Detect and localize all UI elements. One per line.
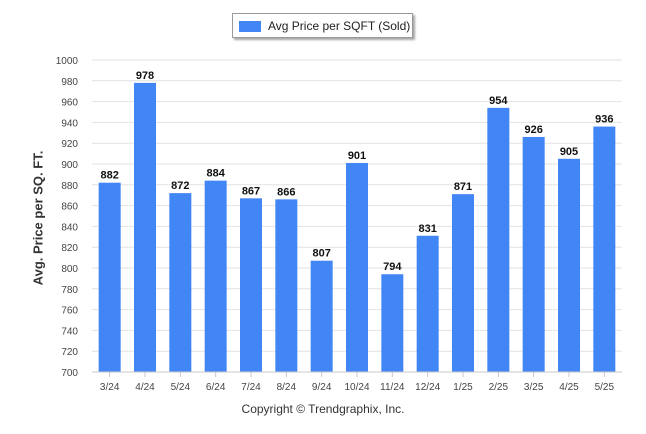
data-label: 882	[100, 170, 118, 182]
bar[interactable]	[275, 199, 298, 372]
y-tick-label: 840	[61, 222, 78, 233]
y-tick-label: 920	[61, 139, 78, 150]
x-tick-label: 10/24	[344, 382, 369, 393]
bar[interactable]	[204, 180, 227, 372]
x-tick-label: 12/24	[415, 382, 440, 393]
x-tick-label: 4/24	[135, 382, 155, 393]
x-tick-label: 5/25	[595, 382, 615, 393]
bar[interactable]	[416, 235, 439, 372]
data-label: 978	[136, 70, 154, 82]
bar[interactable]	[240, 198, 262, 372]
x-tick-label: 9/24	[312, 382, 332, 393]
data-label: 807	[312, 248, 330, 260]
data-label: 954	[489, 95, 508, 107]
data-label: 884	[206, 168, 225, 180]
bar[interactable]	[522, 136, 545, 372]
data-label: 867	[242, 185, 260, 197]
y-tick-label: 1000	[56, 56, 79, 67]
x-tick-label: 3/25	[524, 382, 544, 393]
data-label: 831	[418, 223, 436, 235]
y-axis-ticks: 700 720 740 760 780 800 820 840 860 880 900 920 940 9…	[56, 56, 79, 379]
y-tick-label: 980	[61, 77, 78, 88]
y-tick-label: 860	[61, 202, 78, 213]
bar[interactable]	[169, 193, 192, 372]
bar[interactable]	[593, 126, 616, 372]
y-tick-label: 880	[61, 181, 78, 192]
bar[interactable]	[310, 260, 333, 372]
x-tick-label: 1/25	[453, 382, 473, 393]
data-label: 872	[171, 180, 189, 192]
legend-label: Avg Price per SQFT (Sold)	[268, 19, 411, 33]
y-tick-label: 820	[61, 243, 78, 254]
y-tick-label: 700	[61, 368, 78, 379]
x-tick-label: 7/24	[241, 382, 261, 393]
y-tick-label: 720	[61, 347, 78, 358]
legend[interactable]: Avg Price per SQFT (Sold)	[232, 13, 413, 38]
bar[interactable]	[381, 274, 404, 372]
bar[interactable]	[134, 82, 156, 372]
x-tick-label: 8/24	[277, 382, 297, 393]
x-tick-label: 6/24	[206, 382, 226, 393]
data-labels: 882 978 872 884 867 866 807 901 794 831 871 954 926 9…	[100, 70, 613, 273]
x-axis-ticks: 3/24 4/24 5/24 6/24 7/24 8/24 9/24 10/24 11/24 12…	[100, 372, 615, 393]
data-label: 926	[524, 124, 542, 136]
data-label: 905	[560, 146, 578, 158]
y-tick-label: 780	[61, 285, 78, 296]
data-label: 936	[595, 114, 613, 126]
x-tick-label: 4/25	[559, 382, 579, 393]
data-label: 871	[454, 181, 472, 193]
y-axis-label: Avg. Price per SQ. FT.	[30, 150, 46, 286]
y-tick-label: 800	[61, 264, 78, 275]
data-label: 866	[277, 186, 295, 198]
y-tick-label: 760	[61, 306, 78, 317]
copyright-footer: Copyright © Trendgraphix, Inc.	[241, 402, 405, 416]
bar[interactable]	[558, 158, 580, 372]
x-tick-label: 3/24	[100, 382, 120, 393]
bar[interactable]	[98, 182, 121, 372]
bar[interactable]	[346, 162, 368, 372]
bar[interactable]	[452, 194, 474, 372]
y-tick-label: 740	[61, 326, 78, 337]
legend-swatch	[239, 21, 261, 32]
bar[interactable]	[487, 107, 510, 372]
data-label: 901	[348, 150, 366, 162]
x-tick-label: 11/24	[380, 382, 405, 393]
y-tick-label: 960	[61, 98, 78, 109]
y-tick-label: 940	[61, 118, 78, 129]
y-tick-label: 900	[61, 160, 78, 171]
bars	[98, 82, 616, 372]
x-tick-label: 2/25	[489, 382, 509, 393]
data-label: 794	[383, 261, 402, 273]
x-tick-label: 5/24	[171, 382, 191, 393]
